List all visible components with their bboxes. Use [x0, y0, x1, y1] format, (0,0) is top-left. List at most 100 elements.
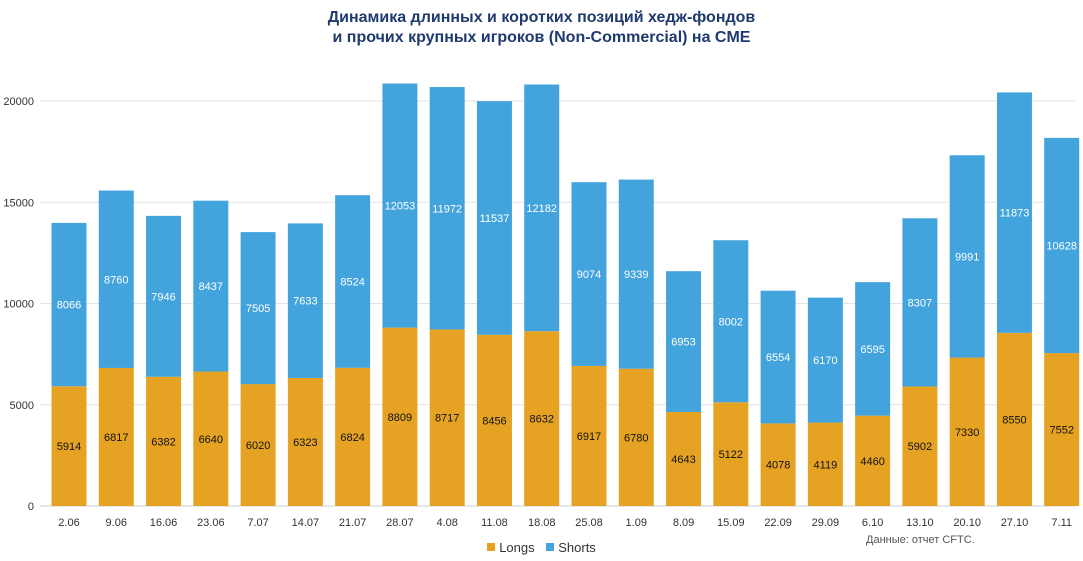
bar-longs [902, 386, 938, 506]
bar-shorts [760, 290, 796, 424]
bar-longs [855, 415, 891, 506]
y-tick-label: 20000 [3, 96, 34, 108]
x-tick-label: 28.07 [386, 517, 414, 529]
data-label-longs: 8632 [529, 414, 553, 426]
bar-longs [98, 367, 134, 506]
bar-longs [146, 376, 182, 506]
data-label-longs: 4119 [814, 459, 838, 471]
y-tick-label: 10000 [3, 299, 34, 311]
legend-label-shorts: Shorts [558, 539, 596, 555]
x-tick-label: 22.09 [764, 517, 792, 529]
data-label-shorts: 8760 [104, 274, 128, 286]
legend-swatch-longs [487, 543, 496, 551]
data-label-shorts: 6595 [860, 344, 884, 356]
bar-longs [429, 329, 465, 506]
data-label-shorts: 7633 [293, 296, 317, 308]
bar-longs [240, 384, 276, 506]
x-tick-label: 20.10 [953, 517, 981, 529]
bar-shorts [618, 179, 654, 369]
data-label-longs: 6382 [151, 436, 175, 448]
x-tick-label: 8.09 [673, 517, 694, 529]
bar-shorts [382, 83, 418, 328]
bar-longs [51, 386, 87, 506]
bar-shorts [713, 240, 749, 403]
x-tick-label: 2.06 [58, 517, 79, 529]
data-label-longs: 6824 [340, 432, 364, 444]
x-tick-label: 15.09 [717, 517, 745, 529]
data-label-longs: 4078 [766, 460, 790, 472]
data-label-longs: 6020 [246, 440, 270, 452]
bar-shorts [902, 218, 938, 387]
chart-title: Динамика длинных и коротких позиций хедж… [0, 8, 1083, 48]
bar-shorts [476, 101, 512, 335]
x-tick-label: 23.06 [197, 517, 225, 529]
x-tick-label: 13.10 [906, 517, 934, 529]
chart-title-line-2: и прочих крупных игроков (Non-Commercial… [332, 29, 751, 46]
data-label-shorts: 9074 [577, 269, 601, 281]
data-label-longs: 6640 [199, 434, 223, 446]
bar-longs [760, 423, 796, 506]
data-label-shorts: 12182 [526, 203, 557, 215]
x-tick-label: 16.06 [150, 517, 178, 529]
data-label-shorts: 10628 [1046, 240, 1077, 252]
data-label-longs: 5902 [908, 441, 932, 453]
x-tick-label: 7.11 [1051, 517, 1072, 529]
data-label-longs: 8550 [1002, 414, 1026, 426]
bar-shorts [240, 232, 276, 385]
bar-shorts [666, 271, 702, 412]
data-label-shorts: 11537 [480, 213, 510, 225]
legend-swatch-shorts [546, 543, 555, 551]
bar-longs [382, 327, 418, 506]
bar-shorts [98, 190, 134, 368]
bar-longs [618, 368, 654, 506]
y-tick-label: 0 [28, 501, 34, 513]
bar-shorts [146, 215, 182, 377]
data-label-shorts: 6953 [671, 337, 695, 349]
data-label-shorts: 8437 [199, 281, 223, 293]
data-label-longs: 7552 [1049, 425, 1073, 437]
bar-longs [287, 377, 323, 506]
bar-longs [524, 331, 560, 506]
x-tick-label: 25.08 [575, 517, 603, 529]
bar-shorts [1044, 137, 1080, 354]
data-label-shorts: 9991 [955, 251, 979, 263]
x-tick-label: 1.09 [626, 517, 647, 529]
source-note: Данные: отчет CFTC. [866, 534, 975, 546]
x-tick-label: 6.10 [862, 517, 883, 529]
legend-item-shorts: Shorts [546, 540, 596, 555]
x-tick-label: 27.10 [1001, 517, 1029, 529]
data-label-shorts: 12053 [385, 201, 416, 213]
bar-shorts [855, 282, 891, 416]
y-tick-label: 15000 [3, 197, 34, 209]
chart-title-line-1: Динамика длинных и коротких позиций хедж… [327, 9, 756, 26]
legend: Longs Shorts [0, 539, 1083, 555]
bar-longs [713, 402, 749, 506]
data-label-shorts: 8002 [719, 316, 743, 328]
bar-longs [666, 411, 702, 506]
bar-shorts [193, 200, 229, 372]
x-tick-label: 7.07 [247, 517, 268, 529]
bar-shorts [996, 92, 1032, 333]
bar-shorts [51, 222, 87, 387]
data-label-shorts: 11972 [432, 203, 462, 215]
data-label-shorts: 9339 [624, 269, 648, 281]
data-label-longs: 8717 [435, 413, 459, 425]
data-label-longs: 5122 [719, 449, 743, 461]
legend-label-longs: Longs [499, 539, 535, 555]
data-label-shorts: 11873 [1000, 208, 1030, 220]
bar-longs [996, 332, 1032, 506]
bar-longs [1044, 353, 1080, 506]
legend-item-longs: Longs [487, 539, 535, 555]
data-label-shorts: 8524 [340, 277, 364, 289]
bar-shorts [287, 223, 323, 378]
data-label-longs: 7330 [955, 427, 979, 439]
bar-longs [335, 367, 371, 506]
bar-longs [807, 422, 843, 506]
data-label-shorts: 7505 [246, 303, 270, 315]
data-label-longs: 8456 [482, 415, 506, 427]
bar-shorts [571, 182, 607, 366]
data-label-shorts: 8066 [57, 300, 81, 312]
bar-longs [193, 371, 229, 506]
data-label-longs: 8809 [388, 412, 412, 424]
